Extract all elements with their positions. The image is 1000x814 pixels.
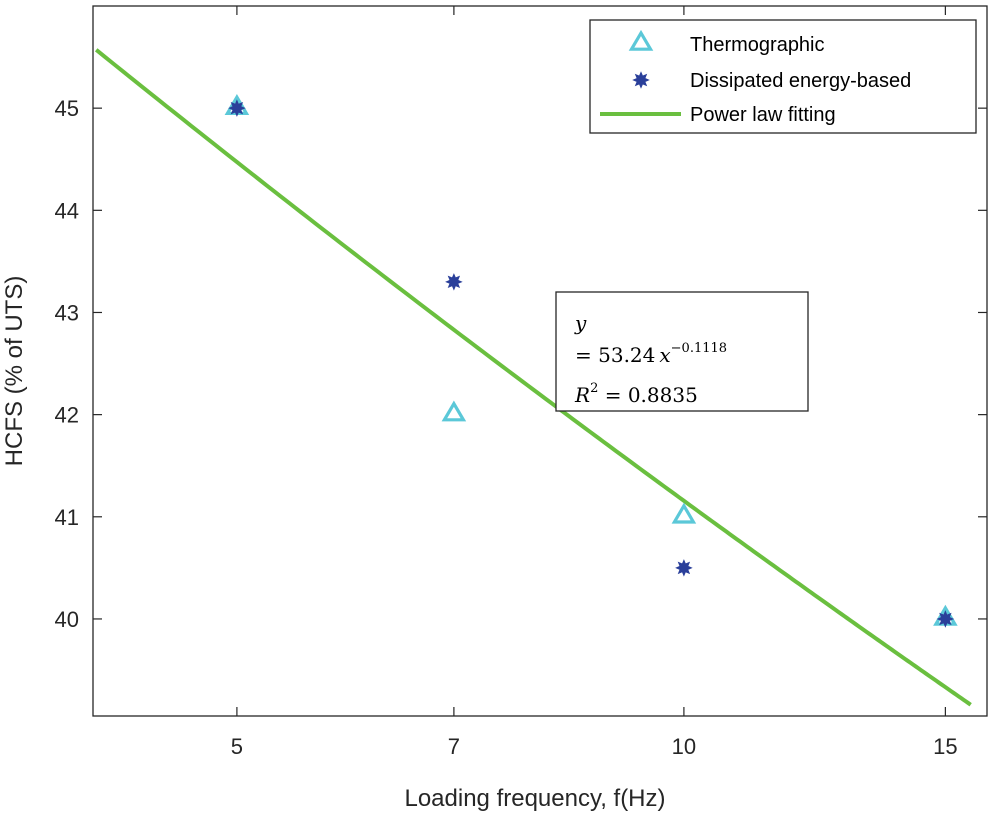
y-tick-label: 44 bbox=[55, 198, 79, 223]
legend-star-swatch bbox=[632, 71, 650, 89]
x-tick-label: 15 bbox=[933, 734, 957, 759]
y-tick-label: 40 bbox=[55, 607, 79, 632]
power-law-fit-line bbox=[94, 48, 972, 707]
y-axis-title: HCFS (% of UTS) bbox=[1, 276, 28, 467]
annotation-r-squared: R2 = 0.8835 bbox=[574, 381, 698, 407]
annotation-equation: = 53.24 x−0.1118 bbox=[575, 341, 727, 367]
dissipated-energy-point bbox=[445, 273, 463, 291]
legend-label: Power law fitting bbox=[690, 104, 836, 126]
plot-frame bbox=[92, 5, 988, 717]
legend-label: Thermographic bbox=[690, 34, 825, 56]
fit-annotation: y = 53.24 x−0.1118 R2 = 0.8835 bbox=[555, 291, 809, 412]
legend-label: Dissipated energy-based bbox=[690, 70, 911, 92]
y-tick-label: 43 bbox=[55, 300, 79, 325]
annotation-line-y: y bbox=[574, 311, 587, 335]
dissipated-energy-point bbox=[228, 99, 246, 117]
thermographic-point bbox=[441, 400, 467, 422]
y-tick-label: 41 bbox=[55, 505, 79, 530]
legend: Thermographic Dissipated energy-based Powe… bbox=[589, 19, 977, 134]
x-tick-label: 7 bbox=[448, 734, 460, 759]
x-axis-title: Loading frequency, f(Hz) bbox=[404, 785, 665, 812]
legend-triangle-swatch bbox=[628, 29, 654, 51]
dissipated-energy-point bbox=[675, 559, 693, 577]
y-tick-label: 42 bbox=[55, 403, 79, 428]
thermographic-point bbox=[671, 502, 697, 524]
y-tick-label: 45 bbox=[55, 96, 79, 121]
x-tick-label: 10 bbox=[672, 734, 696, 759]
x-tick-label: 5 bbox=[231, 734, 243, 759]
dissipated-energy-point bbox=[936, 610, 955, 628]
annotation-box bbox=[555, 291, 809, 412]
